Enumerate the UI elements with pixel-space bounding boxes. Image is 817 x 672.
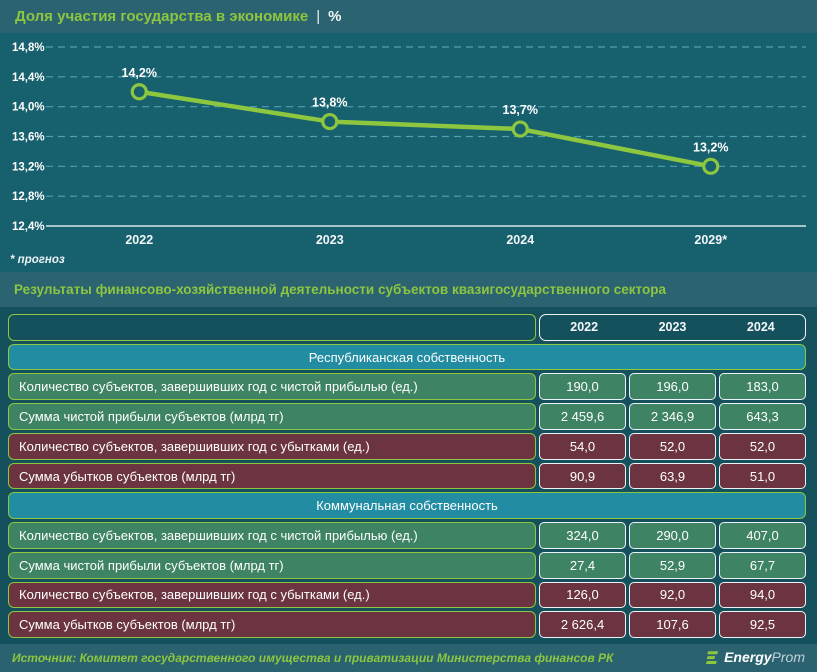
table-row: Сумма убытков субъектов (млрд тг) 90,9 63,…	[8, 462, 809, 490]
chart-title: Доля участия государства в экономике	[15, 8, 309, 25]
row-value: 52,9	[629, 551, 716, 579]
title-separator: |	[316, 8, 321, 25]
section-header: Республиканская собственность	[8, 343, 806, 371]
data-point-label: 13,2%	[693, 140, 728, 154]
footer: Источник: Комитет государственного имуще…	[0, 644, 817, 672]
row-value: 196,0	[629, 373, 716, 401]
row-value: 51,0	[719, 462, 806, 490]
table-title-bar: Результаты финансово-хозяйственной деяте…	[0, 272, 817, 307]
data-point-label: 13,8%	[312, 96, 347, 110]
x-tick-label: 2024	[506, 233, 534, 247]
row-label: Сумма убытков субъектов (млрд тг)	[8, 462, 536, 490]
table-row: Количество субъектов, завершивших год с …	[8, 373, 809, 401]
row-value: 190,0	[539, 373, 626, 401]
table-header-row: 2022 2023 2024	[8, 314, 809, 341]
table-row: Количество субъектов, завершивших год с …	[8, 432, 809, 460]
column-header: 2024	[746, 320, 775, 335]
source-note: Источник: Комитет государственного имуще…	[12, 651, 614, 665]
column-header: 2023	[658, 320, 687, 335]
logo-text-light: Prom	[771, 649, 805, 665]
table-row: Количество субъектов, завершивших год с …	[8, 522, 809, 549]
row-value: 67,7	[719, 551, 806, 579]
energyprom-logo-icon	[705, 651, 719, 664]
row-label: Количество субъектов, завершивших год с …	[8, 373, 536, 401]
row-label: Сумма убытков субъектов (млрд тг)	[8, 611, 536, 639]
row-value: 52,0	[629, 432, 716, 460]
data-point	[702, 157, 720, 175]
row-label: Сумма чистой прибыли субъектов (млрд тг)	[8, 551, 536, 579]
section-header: Коммунальная собственность	[8, 492, 806, 520]
row-value: 643,3	[719, 403, 806, 430]
energyprom-logo: EnergyProm	[704, 649, 805, 667]
chart-unit-label: %	[328, 8, 342, 25]
row-label: Сумма чистой прибыли субъектов (млрд тг)	[8, 403, 536, 430]
row-label: Количество субъектов, завершивших год с …	[8, 522, 536, 549]
row-value: 2 346,9	[629, 403, 716, 430]
row-label: Количество субъектов, завершивших год с …	[8, 581, 536, 609]
year-columns-box: 2022 2023 2024	[539, 314, 806, 341]
row-value: 324,0	[539, 522, 626, 549]
row-value: 2 626,4	[539, 611, 626, 639]
row-value: 107,6	[629, 611, 716, 639]
chart-title-bar: Доля участия государства в экономике | %	[0, 0, 817, 33]
y-tick-label: 13,6%	[12, 132, 45, 144]
y-tick-label: 12,8%	[12, 191, 45, 203]
row-value: 94,0	[719, 581, 806, 609]
row-value: 63,9	[629, 462, 716, 490]
row-value: 90,9	[539, 462, 626, 490]
row-value: 52,0	[719, 432, 806, 460]
row-value: 92,5	[719, 611, 806, 639]
row-value: 407,0	[719, 522, 806, 549]
chart-footnote: * прогноз	[10, 254, 65, 266]
table-section-row: Коммунальная собственность	[8, 492, 809, 520]
logo-text-bold: Energy	[724, 649, 772, 665]
y-tick-label: 14,4%	[12, 72, 45, 84]
x-tick-label: 2023	[316, 233, 344, 247]
row-value: 2 459,6	[539, 403, 626, 430]
x-tick-label: 2022	[125, 233, 153, 247]
table-row: Сумма чистой прибыли субъектов (млрд тг)…	[8, 551, 809, 579]
data-point-label: 14,2%	[122, 66, 157, 80]
y-tick-label: 12,4%	[12, 221, 45, 233]
row-value: 27,4	[539, 551, 626, 579]
column-header: 2022	[570, 320, 599, 335]
table-row: Сумма чистой прибыли субъектов (млрд тг)…	[8, 403, 809, 430]
data-point	[321, 112, 339, 131]
table-area: 2022 2023 2024 Республиканская собственност…	[0, 307, 817, 644]
trend-line	[137, 89, 713, 169]
x-tick-label: 2029*	[694, 233, 727, 247]
y-tick-label: 14,8%	[12, 42, 45, 54]
table-row: Сумма убытков субъектов (млрд тг) 2 626,4…	[8, 611, 809, 639]
data-point	[511, 120, 529, 138]
row-label: Количество субъектов, завершивших год с …	[8, 432, 536, 460]
row-value: 54,0	[539, 432, 626, 460]
line-chart: 14,8% 14,4% 14,0% 13,6% 13,2% 12,8% 12,4% 2022 2…	[12, 42, 806, 247]
table-title: Результаты финансово-хозяйственной деяте…	[14, 282, 666, 297]
row-value: 183,0	[719, 373, 806, 401]
results-table: 2022 2023 2024 Республиканская собственност…	[0, 307, 817, 644]
row-value: 126,0	[539, 581, 626, 609]
line-chart-section: 14,8% 14,4% 14,0% 13,6% 13,2% 12,8% 12,4% 2022 2…	[0, 33, 817, 272]
data-point	[130, 83, 148, 101]
table-section-row: Республиканская собственность	[8, 343, 809, 371]
row-value: 92,0	[629, 581, 716, 609]
data-point-label: 13,7%	[503, 103, 538, 117]
table-row: Количество субъектов, завершивших год с …	[8, 581, 809, 609]
y-tick-label: 14,0%	[12, 102, 45, 114]
table-corner-cell	[8, 314, 536, 341]
y-tick-label: 13,2%	[12, 161, 45, 173]
row-value: 290,0	[629, 522, 716, 549]
